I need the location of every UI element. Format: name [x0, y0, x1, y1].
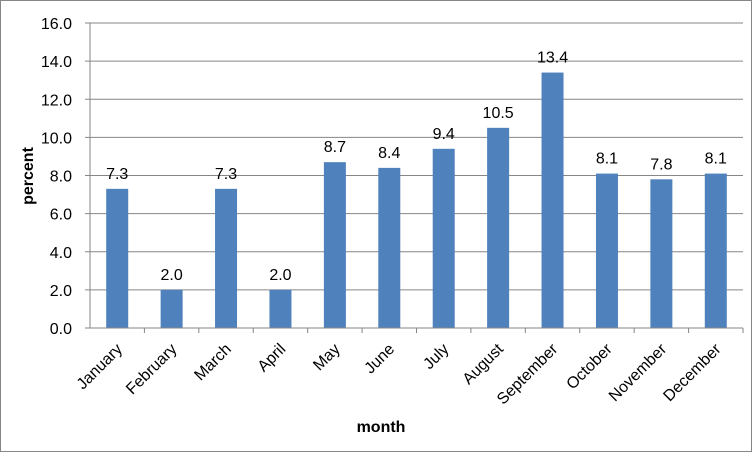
x-tick-label: March	[191, 341, 234, 384]
bar-february	[160, 289, 183, 328]
y-tick-label: 6.0	[50, 207, 72, 224]
y-tick-label: 14.0	[41, 54, 72, 71]
axes	[89, 23, 744, 333]
x-axis-title: month	[357, 419, 406, 436]
data-label: 13.4	[537, 50, 568, 67]
x-tick-label: October	[564, 340, 617, 393]
data-label: 7.3	[215, 166, 237, 183]
bar-april	[269, 289, 292, 328]
bar-may	[323, 162, 346, 328]
bar-november	[650, 179, 673, 328]
y-tick-label: 4.0	[50, 245, 72, 262]
x-tick-label: January	[74, 341, 126, 393]
x-tick-label: July	[420, 341, 452, 373]
y-tick-label: 0.0	[50, 321, 72, 338]
gridlines	[85, 22, 743, 329]
data-labels: 7.3 2.0 7.3 2.0 8.7 8.4 9.4 10.5 13.4 8.1 7.8 8.1	[106, 50, 727, 284]
x-tick-label: May	[310, 341, 343, 374]
data-label: 8.7	[324, 139, 346, 156]
x-tick-label: December	[660, 340, 725, 405]
bar-july	[432, 148, 455, 328]
bars	[106, 72, 727, 328]
data-label: 10.5	[483, 105, 514, 122]
y-tick-label: 16.0	[41, 16, 72, 33]
x-tick-label: February	[123, 341, 180, 398]
data-label: 8.1	[596, 151, 618, 168]
bar-january	[106, 188, 129, 328]
bar-june	[378, 167, 401, 328]
bar-december	[704, 173, 727, 328]
bar-october	[595, 173, 618, 328]
data-label: 2.0	[161, 267, 183, 284]
bar-september	[541, 72, 564, 328]
y-axis-title: percent	[20, 146, 37, 204]
data-label: 2.0	[269, 267, 291, 284]
x-tick-label: August	[460, 340, 508, 388]
y-tick-label: 12.0	[41, 92, 72, 109]
y-tick-label: 2.0	[50, 283, 72, 300]
bar-august	[487, 127, 510, 328]
y-tick-label: 10.0	[41, 130, 72, 147]
data-label: 8.4	[378, 145, 400, 162]
data-label: 7.3	[106, 166, 128, 183]
y-tick-labels: 0.0 2.0 4.0 6.0 8.0 10.0 12.0 14.0 16.0	[41, 16, 72, 338]
x-tick-label: November	[606, 340, 671, 405]
x-tick-label: April	[255, 341, 290, 376]
data-label: 8.1	[705, 151, 727, 168]
data-label: 9.4	[433, 126, 455, 143]
data-label: 7.8	[650, 156, 672, 173]
bar-march	[215, 188, 238, 328]
y-tick-label: 8.0	[50, 169, 72, 186]
x-tick-label: June	[362, 341, 399, 378]
